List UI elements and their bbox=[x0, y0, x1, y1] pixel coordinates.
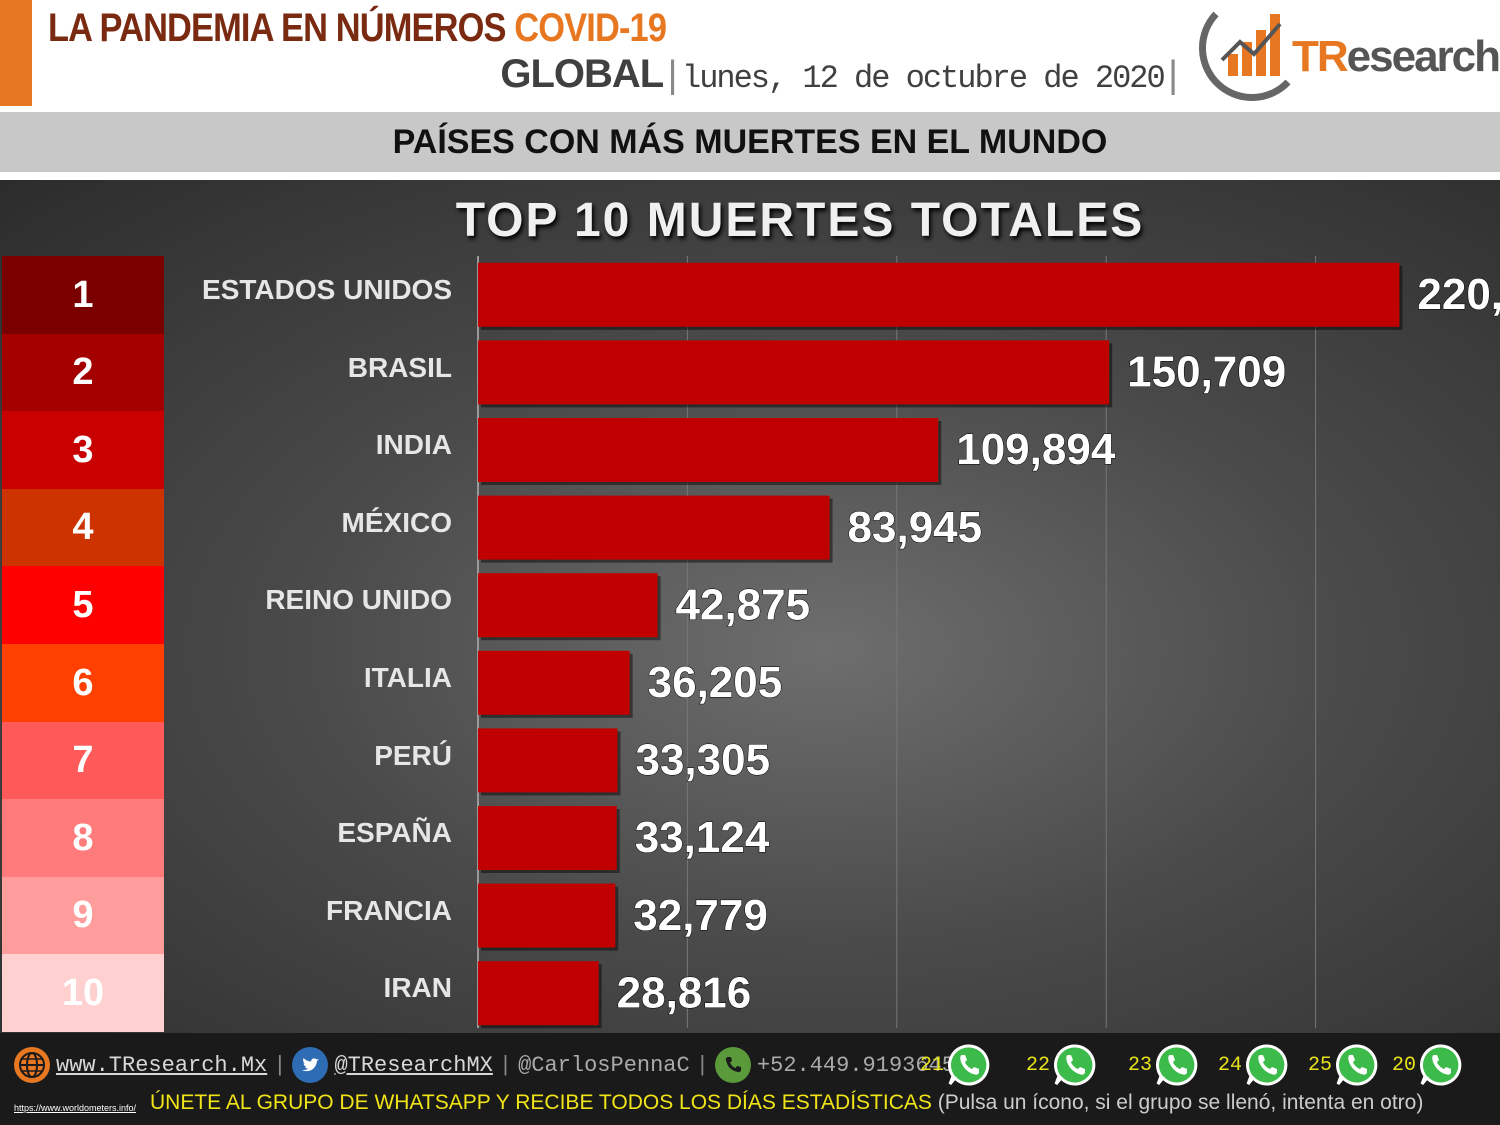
whatsapp-group-number: 22 bbox=[1026, 1053, 1051, 1077]
whatsapp-group-button[interactable]: 24 bbox=[1218, 1041, 1290, 1089]
header: LA PANDEMIA EN NÚMEROS COVID-19 GLOBAL |… bbox=[32, 0, 1500, 106]
category-label: BRASIL bbox=[347, 351, 452, 383]
subtitle-separator: | bbox=[667, 54, 678, 96]
category-label: ESTADOS UNIDOS bbox=[202, 274, 452, 305]
banner-title: PAÍSES CON MÁS MUERTES EN EL MUNDO bbox=[392, 122, 1108, 161]
whatsapp-group-number: 25 bbox=[1308, 1053, 1333, 1077]
globe-icon[interactable] bbox=[14, 1047, 50, 1083]
whatsapp-icon[interactable] bbox=[946, 1042, 992, 1088]
whatsapp-icon[interactable] bbox=[1334, 1042, 1380, 1088]
whatsapp-group-number: 21 bbox=[920, 1053, 945, 1077]
rank-cell: 2 bbox=[2, 333, 164, 412]
category-label: REINO UNIDO bbox=[265, 584, 452, 616]
whatsapp-icon[interactable] bbox=[1154, 1042, 1200, 1088]
twitter-icon[interactable] bbox=[292, 1047, 329, 1083]
whatsapp-group-number: 20 bbox=[1392, 1053, 1417, 1077]
category-label: ITALIA bbox=[363, 662, 452, 693]
rank-cell: 10 bbox=[2, 954, 164, 1033]
website-link[interactable]: www.TResearch.Mx bbox=[56, 1052, 268, 1078]
title-accent: COVID-19 bbox=[514, 6, 667, 50]
chart-title: TOP 10 MUERTES TOTALES bbox=[455, 194, 1145, 247]
twitter-handle[interactable]: @TResearchMX bbox=[334, 1052, 493, 1078]
category-label: INDIA bbox=[375, 429, 452, 461]
category-label: ESPAÑA bbox=[337, 817, 452, 849]
twitter-handle-2[interactable]: @CarlosPennaC bbox=[518, 1052, 690, 1078]
whatsapp-icon[interactable] bbox=[1244, 1042, 1290, 1088]
contact-row: www.TResearch.Mx | @TResearchMX | @Carlo… bbox=[14, 1043, 980, 1087]
whatsapp-icon[interactable] bbox=[1052, 1042, 1098, 1088]
category-label: FRANCIA bbox=[326, 894, 452, 926]
tresearch-logo: TResearch bbox=[1196, 2, 1500, 102]
phone-icon[interactable] bbox=[714, 1047, 751, 1083]
source-link[interactable]: https://www.worldometers.info/ bbox=[14, 1103, 137, 1113]
page-title: LA PANDEMIA EN NÚMEROS COVID-19 bbox=[48, 6, 667, 51]
section-banner: PAÍSES CON MÁS MUERTES EN EL MUNDO bbox=[0, 112, 1500, 172]
whatsapp-group-button[interactable]: 20 bbox=[1392, 1041, 1464, 1089]
rank-cell: 5 bbox=[2, 566, 164, 645]
logo-text: TResearch bbox=[1292, 32, 1500, 81]
whatsapp-group-button[interactable]: 21 bbox=[920, 1041, 992, 1089]
join-text: ÚNETE AL GRUPO DE WHATSAPP Y RECIBE TODO… bbox=[150, 1091, 1423, 1115]
scope-label: GLOBAL bbox=[500, 52, 664, 96]
rank-cell: 7 bbox=[2, 721, 164, 800]
whatsapp-group-number: 23 bbox=[1128, 1053, 1153, 1077]
whatsapp-group-number: 24 bbox=[1218, 1053, 1243, 1077]
rank-cell: 9 bbox=[2, 876, 164, 955]
join-note: (Pulsa un ícono, si el grupo se llenó, i… bbox=[937, 1091, 1424, 1114]
logo-mark-icon bbox=[1199, 11, 1291, 102]
rank-cell: 6 bbox=[2, 644, 164, 722]
subtitle-separator-2: | bbox=[1168, 54, 1178, 96]
subtitle: GLOBAL | lunes, 12 de octubre de 2020 | bbox=[500, 52, 1178, 97]
category-label: IRAN bbox=[383, 972, 452, 1004]
rank-cell: 3 bbox=[2, 411, 164, 490]
category-label: PERÚ bbox=[374, 739, 452, 771]
rank-cell: 8 bbox=[2, 799, 164, 878]
whatsapp-group-button[interactable]: 22 bbox=[1026, 1041, 1098, 1089]
rank-cell: 4 bbox=[2, 488, 164, 567]
rank-cell: 1 bbox=[2, 256, 164, 334]
category-label: MÉXICO bbox=[341, 506, 452, 538]
header-accent-bar bbox=[0, 0, 32, 106]
join-main: ÚNETE AL GRUPO DE WHATSAPP Y RECIBE TODO… bbox=[150, 1091, 932, 1114]
title-main: LA PANDEMIA EN NÚMEROS bbox=[48, 6, 506, 50]
whatsapp-icon[interactable] bbox=[1418, 1042, 1464, 1088]
whatsapp-group-button[interactable]: 25 bbox=[1308, 1041, 1380, 1089]
date-label: lunes, 12 de octubre de 2020 bbox=[681, 60, 1166, 97]
footer: www.TResearch.Mx | @TResearchMX | @Carlo… bbox=[0, 1033, 1500, 1125]
phone-number[interactable]: +52.449.9193645 bbox=[756, 1052, 955, 1078]
whatsapp-group-button[interactable]: 23 bbox=[1128, 1041, 1200, 1089]
